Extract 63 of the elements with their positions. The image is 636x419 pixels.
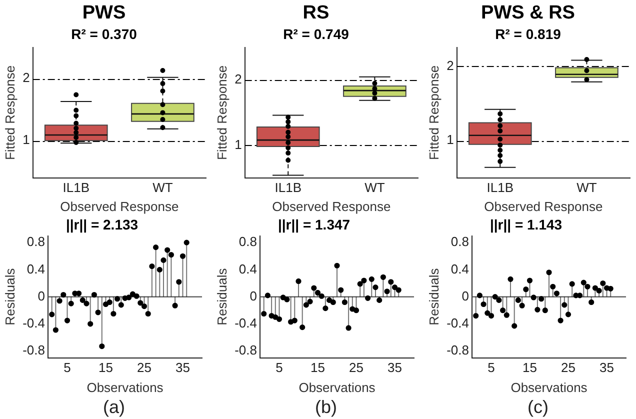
x-tick-label: 25 — [561, 360, 576, 376]
x-axis-title: Observations — [86, 380, 164, 395]
y-tick-label: 1 — [22, 132, 30, 148]
text: (c) — [528, 396, 548, 417]
y-axis-title: Residuals — [426, 268, 442, 326]
x-tick-label: IL1B — [274, 180, 302, 196]
y-axis-title: Fitted Response — [214, 65, 230, 160]
x-tick-label: WT — [152, 180, 173, 196]
x-tick-label: 15 — [522, 360, 537, 376]
chart-title: ||r|| = 2.133 — [66, 216, 138, 234]
x-tick-label: 35 — [388, 360, 402, 376]
y-tick-label: 0.4 — [26, 261, 45, 276]
y-tick-label: 0 — [250, 288, 257, 304]
y-tick-label: 2 — [22, 70, 30, 86]
chart-subtitle: R² = 0.749 — [283, 26, 350, 42]
x-tick-label: 35 — [176, 360, 190, 376]
x-tick-label: 5 — [276, 360, 283, 376]
chart-title: PWS & RS — [481, 2, 575, 24]
chart-title: ||r|| = 1.143 — [490, 216, 562, 234]
x-tick-label: 5 — [488, 360, 495, 376]
x-axis-title: Observations — [298, 380, 376, 395]
y-tick-label: 2 — [234, 72, 242, 87]
text: (a) — [103, 396, 125, 417]
y-tick-label: -0.8 — [446, 342, 469, 358]
x-tick-label: 35 — [600, 360, 614, 376]
y-tick-label: 1 — [446, 132, 454, 148]
chart-subtitle: R² = 0.819 — [495, 26, 562, 42]
x-axis-title: Observed Response — [484, 198, 603, 214]
y-axis-title: Residuals — [214, 268, 230, 326]
y-tick-label: -0.8 — [234, 342, 257, 358]
x-tick-label: 15 — [310, 360, 325, 376]
chart-title: RS — [302, 2, 330, 24]
text: (b) — [315, 396, 337, 417]
y-tick-label: 0 — [38, 288, 45, 304]
x-tick-label: IL1B — [62, 180, 90, 196]
y-axis-title: Residuals — [2, 268, 18, 326]
x-tick-label: 15 — [98, 360, 113, 376]
x-axis-title: Observations — [510, 380, 588, 395]
x-tick-label: 5 — [64, 360, 71, 376]
x-tick-label: IL1B — [486, 180, 514, 196]
x-tick-label: WT — [364, 180, 385, 196]
x-tick-label: 25 — [349, 360, 364, 376]
y-tick-label: -0.4 — [22, 315, 45, 330]
y-tick-label: 2 — [446, 58, 454, 73]
y-tick-label: 1 — [234, 136, 242, 152]
y-tick-label: 0.4 — [450, 261, 469, 276]
chart-title: ||r|| = 1.347 — [278, 216, 350, 234]
chart-title: PWS — [82, 2, 126, 24]
y-tick-label: 0.8 — [238, 234, 257, 250]
y-axis-title: Fitted Response — [426, 65, 442, 160]
y-tick-label: -0.4 — [234, 315, 257, 330]
x-tick-label: 25 — [137, 360, 152, 376]
y-tick-label: 0.8 — [26, 234, 45, 250]
y-tick-label: 0.8 — [450, 234, 469, 250]
y-tick-label: 0 — [462, 288, 469, 304]
x-axis-title: Observed Response — [60, 198, 179, 214]
chart-subtitle: R² = 0.370 — [71, 26, 138, 42]
y-tick-label: -0.4 — [446, 315, 469, 330]
x-tick-label: WT — [576, 180, 597, 196]
y-tick-label: -0.8 — [22, 342, 45, 358]
y-tick-label: 0.4 — [238, 261, 257, 276]
x-axis-title: Observed Response — [272, 198, 391, 214]
y-axis-title: Fitted Response — [2, 65, 18, 160]
